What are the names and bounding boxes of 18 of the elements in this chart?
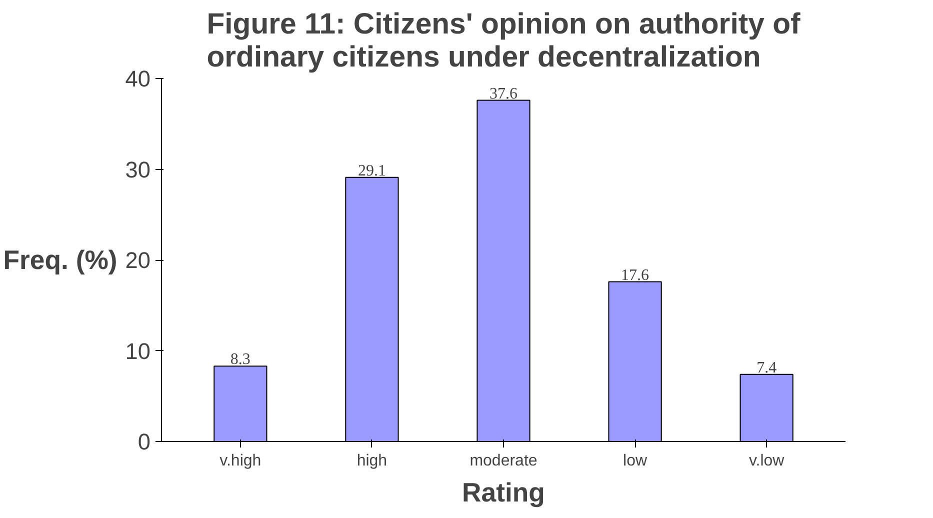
y-axis-title: Freq. (%) [3, 245, 118, 275]
y-tick-label: 40 [125, 66, 150, 92]
x-tick-label: moderate [470, 452, 538, 470]
data-label: 37.6 [490, 85, 518, 102]
data-label: 17.6 [621, 266, 650, 284]
x-axis-title: Rating [462, 478, 545, 508]
y-tick-label: 10 [125, 338, 150, 364]
data-label: 8.3 [230, 351, 250, 368]
x-tick-label: low [623, 452, 648, 470]
x-tick-label: v.low [748, 452, 785, 470]
data-label: 29.1 [358, 162, 386, 180]
y-tick-label: 0 [138, 428, 151, 454]
chart-title: Figure 11: Citizens' opinion on authority of ordinary citizens under decentralization [206, 8, 800, 74]
y-tick-label: 20 [125, 247, 150, 273]
x-tick-label: v.high [220, 452, 262, 470]
data-label: 7.4 [756, 359, 777, 376]
y-tick-label: 30 [125, 156, 150, 182]
x-tick-label: high [356, 452, 388, 470]
